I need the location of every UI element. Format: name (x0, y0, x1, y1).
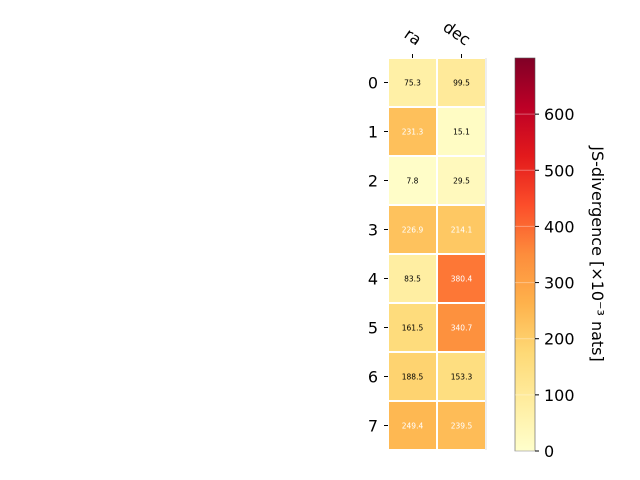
heatmap-cell (438, 59, 485, 106)
cell-value-label: 188.5 (402, 373, 424, 382)
cell-value-label: 226.9 (402, 226, 424, 235)
colorbar-gradient (514, 57, 536, 452)
cell-value-label: 161.5 (402, 324, 424, 333)
cell-value-label: 15.1 (453, 128, 470, 137)
cell-value-label: 29.5 (453, 177, 470, 186)
row-tick-label: 0 (368, 74, 378, 93)
row-tick-label: 7 (368, 417, 378, 436)
cell-value-label: 153.3 (451, 373, 473, 382)
column-tick-label: dec (440, 17, 474, 49)
row-tick-label: 1 (368, 123, 378, 142)
cell-value-label: 99.5 (453, 79, 470, 88)
cell-value-label: 239.5 (451, 422, 473, 431)
heatmap-cell (438, 353, 485, 400)
heatmap-cell (389, 108, 436, 155)
column-tick-label: ra (401, 24, 425, 49)
heatmap-cell (438, 108, 485, 155)
heatmap-cell (438, 402, 485, 449)
cell-value-label: 380.4 (451, 275, 473, 284)
column-tick-labels: ra dec (401, 17, 474, 58)
cell-value-label: 249.4 (402, 422, 424, 431)
heatmap-cell (389, 304, 436, 351)
row-tick-label: 4 (368, 270, 378, 289)
heatmap-cell (389, 402, 436, 449)
colorbar-tick-label: 200 (544, 330, 575, 349)
colorbar-tick-label: 500 (544, 161, 575, 180)
heatmap-cells: 75.3 99.5 231.3 15.1 7.8 29.5 226.9 214.1 83.5 38… (389, 58, 487, 450)
colorbar-tick-label: 100 (544, 386, 575, 405)
heatmap-cell (389, 59, 436, 106)
row-tick-label: 6 (368, 368, 378, 387)
colorbar-tick-label: 400 (544, 217, 575, 236)
heatmap-cell (438, 206, 485, 253)
cell-value-label: 340.7 (451, 324, 473, 333)
cell-value-label: 214.1 (451, 226, 473, 235)
heatmap-cell (389, 255, 436, 302)
heatmap-cell (389, 206, 436, 253)
colorbar-tick-label: 0 (544, 442, 554, 461)
heatmap-cell (438, 157, 485, 204)
cell-value-label: 7.8 (407, 177, 419, 186)
colorbar-tick-label: 600 (544, 105, 575, 124)
heatmap-cell (438, 255, 485, 302)
cell-value-label: 83.5 (404, 275, 421, 284)
row-tick-labels: 0 1 2 3 4 5 6 7 (368, 74, 388, 436)
row-tick-label: 3 (368, 221, 378, 240)
heatmap-cell (438, 304, 485, 351)
cell-value-label: 75.3 (404, 79, 421, 88)
colorbar-ticks: 0 100 200 300 400 500 600 (515, 105, 575, 461)
heatmap-cell (389, 353, 436, 400)
row-tick-label: 2 (368, 172, 378, 191)
heatmap-cell (389, 157, 436, 204)
colorbar (514, 57, 536, 452)
cell-value-label: 231.3 (402, 128, 424, 137)
colorbar-label: JS-divergence [×10⁻³ nats] (588, 145, 607, 361)
row-tick-label: 5 (368, 319, 378, 338)
colorbar-tick-label: 300 (544, 274, 575, 293)
